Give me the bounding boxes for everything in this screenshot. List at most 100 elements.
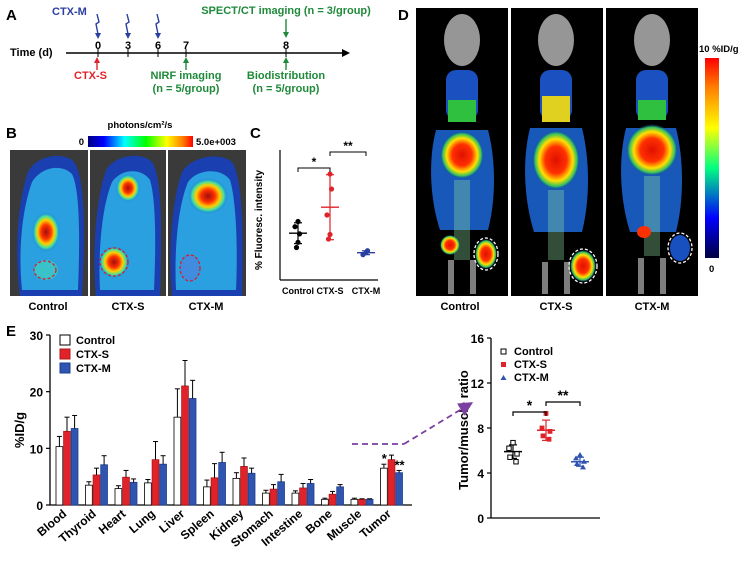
e-bar xyxy=(144,482,152,506)
panel-c-label: C xyxy=(250,125,261,142)
nirf-color-scale xyxy=(88,136,193,147)
e-category-label: Heart xyxy=(96,507,129,537)
e-legend-swatch xyxy=(59,348,71,360)
e-legend-label: CTX-S xyxy=(76,349,109,361)
e-legend-label: CTX-M xyxy=(76,363,111,375)
c-data-point xyxy=(295,218,301,225)
spect-label-ctx-m: CTX-M xyxy=(635,301,670,313)
i-data-point xyxy=(581,458,587,464)
i-y-tick-label: 12 xyxy=(471,377,485,391)
e-legend-swatch xyxy=(59,362,71,374)
spect-image-ctx-s xyxy=(511,8,603,296)
biodist-label-line1: Biodistribution xyxy=(247,70,325,82)
e-bar xyxy=(321,498,329,506)
i-y-tick-label: 8 xyxy=(477,422,484,436)
nirf-image-ctx-m xyxy=(168,150,246,296)
e-y-tick-label: 30 xyxy=(30,329,44,343)
e-bar xyxy=(269,488,278,506)
e-significance-label: ** xyxy=(394,457,405,472)
e-bar xyxy=(240,466,248,506)
ctx-s-arrow xyxy=(94,57,100,70)
panel-e: E %ID/g 0102030BloodThyroidHeartLungLive… xyxy=(6,323,412,550)
e-bar xyxy=(173,416,182,506)
e-bar xyxy=(159,463,167,506)
c-data-point xyxy=(292,224,298,230)
e-legend-swatch xyxy=(59,334,71,346)
c-data-point xyxy=(327,231,333,238)
e-bar xyxy=(336,486,344,506)
c-data-point xyxy=(295,239,301,245)
e-bar xyxy=(232,477,241,506)
i-data-point xyxy=(547,428,553,434)
panel-e-legend: Control CTX-S CTX-M xyxy=(59,334,115,375)
ctx-m-arrows xyxy=(95,13,161,39)
nirf-label-line1: NIRF imaging xyxy=(151,70,222,82)
e-bar xyxy=(350,498,359,506)
e-y-tick-label: 0 xyxy=(36,499,43,513)
e-bar xyxy=(85,484,93,506)
nirf-image-ctx-s xyxy=(90,150,166,296)
e-bar xyxy=(122,476,130,506)
e-bar xyxy=(306,483,315,506)
i-significance-bracket xyxy=(512,411,547,416)
e-category-label: Lung xyxy=(126,507,157,537)
panel-b-label: B xyxy=(6,125,17,142)
spect-scale-bottom: 0 xyxy=(709,264,714,275)
e-bar xyxy=(188,398,197,506)
ctx-s-label: CTX-S xyxy=(74,70,107,82)
inset-ylabel: Tumor/muscle ratio xyxy=(456,370,471,490)
panel-a: A Time (d) 0 3 6 7 8 CTX-M CTX-S NIRF im… xyxy=(6,5,371,95)
i-y-tick-label: 0 xyxy=(477,512,484,526)
e-bar xyxy=(247,472,256,506)
panel-e-label: E xyxy=(6,323,16,340)
c-data-point xyxy=(325,236,332,242)
i-data-point xyxy=(546,436,552,442)
e-significance-label: * xyxy=(382,451,388,466)
i-data-point xyxy=(506,445,512,451)
panel-c-ylabel: % Fluoresc. intensity xyxy=(254,170,265,270)
nirf-label-ctx-m: CTX-M xyxy=(189,301,224,313)
panel-c: C % Fluoresc. intensity Control CTX-S CTX-… xyxy=(250,125,380,296)
biodist-label-line2: (n = 5/group) xyxy=(253,83,320,95)
i-data-point xyxy=(539,425,545,431)
c-significance-label: ** xyxy=(343,139,353,153)
panel-d-label: D xyxy=(398,7,409,24)
spect-arrow xyxy=(283,19,289,70)
nirf-scale-max: 5.0e+003 xyxy=(196,137,236,148)
nirf-scale-min: 0 xyxy=(79,137,84,148)
i-significance-label: ** xyxy=(558,387,569,403)
tick-label: 0 xyxy=(95,40,101,52)
e-bar xyxy=(55,446,64,506)
c-data-point xyxy=(364,248,371,254)
e-bar xyxy=(218,462,226,506)
e-bar xyxy=(114,488,123,506)
e-bar xyxy=(70,428,79,506)
i-data-point xyxy=(574,461,580,466)
c-significance-label: * xyxy=(312,155,317,169)
nirf-label-line2: (n = 5/group) xyxy=(153,83,220,95)
e-y-tick-label: 10 xyxy=(30,442,44,456)
i-legend-marker xyxy=(501,362,506,367)
i-legend-label: CTX-S xyxy=(514,359,547,371)
e-bar xyxy=(277,481,285,506)
time-axis-label: Time (d) xyxy=(10,47,53,59)
c-data-point xyxy=(293,244,300,251)
i-data-point xyxy=(540,433,546,439)
spect-image-ctx-m xyxy=(606,8,698,296)
i-legend-marker xyxy=(500,348,507,355)
nirf-label-ctx-s: CTX-S xyxy=(112,301,145,313)
i-significance-label: * xyxy=(527,397,533,413)
i-significance-bracket xyxy=(545,401,581,406)
nirf-label-control: Control xyxy=(28,301,67,313)
tick-label: 8 xyxy=(283,40,289,52)
e-bar xyxy=(210,477,219,506)
e-legend-label: Control xyxy=(76,335,115,347)
i-data-point xyxy=(577,452,583,457)
spect-scale-top: 10 %ID/g xyxy=(699,44,739,55)
i-data-point xyxy=(510,439,516,446)
tick-label: 7 xyxy=(183,40,189,52)
c-significance-bracket xyxy=(329,151,367,156)
timeline-arrowhead xyxy=(342,49,350,57)
